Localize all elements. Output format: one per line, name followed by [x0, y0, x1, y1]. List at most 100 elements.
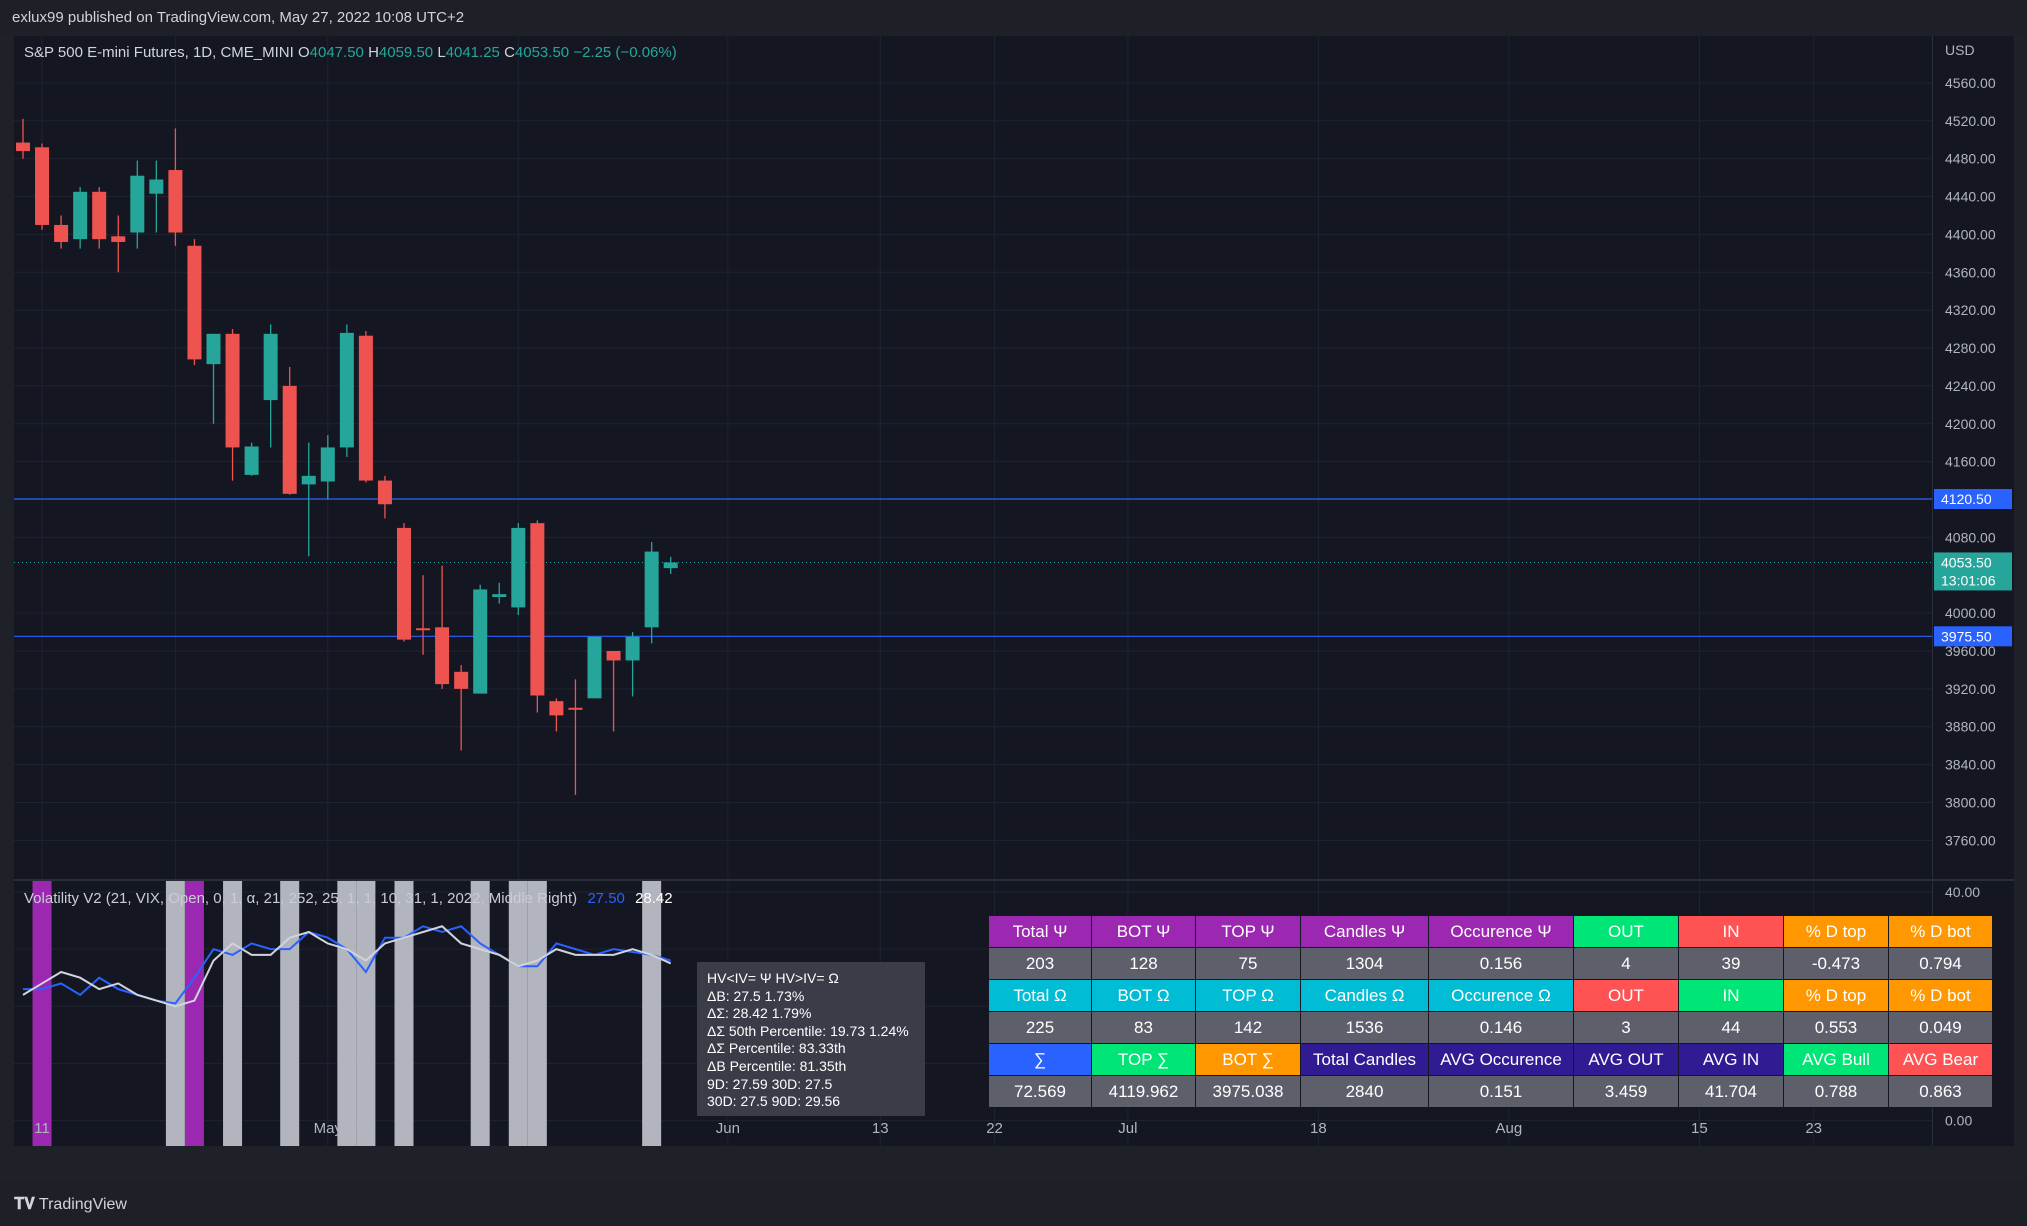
candle-body [187, 245, 202, 360]
time-axis-label: 22 [986, 1120, 1003, 1137]
table-cell: 3 [1573, 1011, 1679, 1044]
price-tick-label: 4280.00 [1945, 340, 1996, 356]
table-cell: 0.794 [1888, 947, 1993, 980]
volatility-band [356, 881, 376, 1146]
candle-body [663, 562, 678, 569]
candle-body [435, 627, 450, 685]
price-tick-label: 4080.00 [1945, 529, 1996, 545]
candle-body [492, 594, 507, 598]
volatility-band [223, 881, 243, 1146]
candle-body [416, 628, 431, 631]
price-tick-label: 4560.00 [1945, 75, 1996, 91]
candle-body [625, 636, 640, 661]
price-tick-label: 3960.00 [1945, 643, 1996, 659]
time-axis-label: May [314, 1120, 343, 1137]
price-tick-label: 3920.00 [1945, 681, 1996, 697]
table-row: Total Ψ BOT Ψ TOP Ψ Candles Ψ Occurence Ψ OUT… [988, 915, 1993, 948]
price-tick-label: 3880.00 [1945, 719, 1996, 735]
tv-logo-icon: 𝐓𝐕 [14, 1194, 35, 1213]
table-cell: 128 [1091, 947, 1196, 980]
level-price-tag [1934, 489, 2012, 510]
symbol-name[interactable]: S&P 500 E-mini Futures, 1D, CME_MINI [24, 44, 294, 61]
table-cell: Total Ψ [988, 915, 1092, 948]
table-cell: 83 [1091, 1011, 1196, 1044]
tooltip-line: 9D: 27.59 30D: 27.5 [707, 1075, 833, 1092]
table-cell: AVG IN [1678, 1043, 1784, 1076]
volatility-band [642, 881, 662, 1146]
volatility-series-line [22, 925, 672, 1008]
chart-canvas[interactable]: 1120May16Jun1322Jul18Aug1523Se [14, 36, 1932, 1146]
table-cell: 203 [988, 947, 1092, 980]
table-cell: OUT [1573, 979, 1679, 1012]
candle-body [282, 385, 297, 494]
table-cell: 0.049 [1888, 1011, 1993, 1044]
chart-area[interactable]: 1120May16Jun1322Jul18Aug1523Se [14, 36, 1932, 1146]
table-cell: 2840 [1300, 1075, 1429, 1108]
candles [16, 118, 678, 795]
candle-body [149, 179, 164, 194]
close-value: 4053.50 [514, 44, 570, 61]
table-cell: 39 [1678, 947, 1784, 980]
published-header: exlux99 published on TradingView.com, Ma… [0, 0, 2027, 36]
countdown-label: 13:01:06 [1941, 572, 1996, 588]
open-label: O [297, 44, 310, 61]
level-price-tag-label: 3975.50 [1941, 628, 1992, 644]
volatility-band [394, 881, 414, 1146]
indicator-name[interactable]: Volatility V2 (21, VIX, Open, 0, 1, α, 2… [24, 890, 578, 907]
candle-body [111, 236, 126, 242]
indicator-tick-label: 40.00 [1945, 884, 1980, 900]
table-cell: 3.459 [1573, 1075, 1679, 1108]
table-cell: IN [1678, 915, 1784, 948]
time-axis-label: 20 [167, 1120, 184, 1137]
price-tick-label: 4440.00 [1945, 189, 1996, 205]
brand-text: TradingView [38, 1196, 127, 1213]
table-cell: 142 [1195, 1011, 1301, 1044]
volatility-band [508, 881, 528, 1146]
table-cell: 1304 [1300, 947, 1429, 980]
table-cell: ∑ [988, 1043, 1092, 1076]
close-label: C [504, 44, 515, 61]
time-axis-label: 15 [1691, 1120, 1708, 1137]
candle-body [511, 527, 526, 608]
price-tick-label: 4000.00 [1945, 605, 1996, 621]
table-cell: 44 [1678, 1011, 1784, 1044]
time-axis-label: Jun [716, 1120, 740, 1137]
tradingview-logo[interactable]: 𝐓𝐕 TradingView [14, 1194, 127, 1214]
table-cell: AVG OUT [1573, 1043, 1679, 1076]
symbol-legend[interactable]: S&P 500 E-mini Futures, 1D, CME_MINI O 40… [24, 44, 677, 61]
published-text: exlux99 published on TradingView.com, Ma… [12, 9, 465, 26]
price-tick-label: 4360.00 [1945, 264, 1996, 280]
time-axis-label: 18 [1310, 1120, 1327, 1137]
price-tick-label: 4240.00 [1945, 378, 1996, 394]
candle-body [587, 636, 602, 699]
candle-body [225, 333, 240, 448]
table-cell: 72.569 [988, 1075, 1092, 1108]
table-cell: Candles Ω [1300, 979, 1429, 1012]
candle-body [397, 527, 411, 640]
table-row: 225 83 142 1536 0.146 3 44 0.553 0.049 [988, 1011, 1993, 1044]
price-axis-canvas[interactable]: USD 4560.00 4520.00 4480.00 4440.00 4400.00 43… [1933, 36, 2014, 1146]
candle-body [377, 480, 392, 505]
table-cell: Total Candles [1300, 1043, 1429, 1076]
price-tick-label: 3800.00 [1945, 794, 1996, 810]
table-row: Total Ω BOT Ω TOP Ω Candles Ω Occurence Ω OUT… [988, 979, 1993, 1012]
table-cell: AVG Bull [1783, 1043, 1889, 1076]
price-tick-label: 4520.00 [1945, 113, 1996, 129]
volatility-band [32, 881, 52, 1146]
low-label: L [437, 44, 446, 61]
indicator-legend[interactable]: Volatility V2 (21, VIX, Open, 0, 1, α, 2… [24, 890, 673, 907]
price-tick-label: 3760.00 [1945, 832, 1996, 848]
table-cell: BOT ∑ [1195, 1043, 1301, 1076]
table-cell: 75 [1195, 947, 1301, 980]
indicator-value-blue: 27.50 [587, 890, 625, 907]
price-tick-label: 4200.00 [1945, 416, 1996, 432]
time-axis-label: Jul [1118, 1120, 1137, 1137]
candle-body [568, 707, 583, 710]
candle-body [206, 333, 221, 365]
candle-body [473, 589, 488, 694]
table-cell: Candles Ψ [1300, 915, 1429, 948]
table-cell: % D top [1783, 915, 1889, 948]
indicator-value-white: 28.42 [635, 890, 673, 907]
indicator-tick-label: 0.00 [1945, 1113, 1972, 1129]
candle-body [301, 475, 316, 485]
